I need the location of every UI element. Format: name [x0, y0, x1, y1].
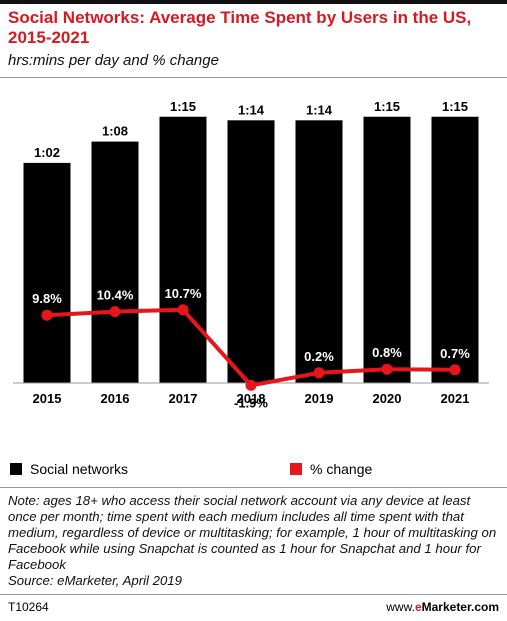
bar-value-label: 1:15: [442, 99, 468, 114]
x-tick-label: 2017: [169, 391, 198, 406]
x-tick-label: 2015: [33, 391, 62, 406]
pct-change-label: 0.8%: [372, 345, 402, 360]
chart-area: 1:02 2015 1:08 2016 1:15 2017 1:14 2018 1:14 2019…: [13, 99, 489, 410]
top-bar: [0, 0, 507, 4]
bar-value-label: 1:08: [102, 124, 128, 139]
chart-id: T10264: [8, 600, 49, 614]
pct-change-label: 0.7%: [440, 346, 470, 361]
bar-value-label: 1:15: [170, 99, 196, 114]
legend-label-bars: Social networks: [30, 461, 129, 477]
emarketer-link[interactable]: www.eMarketer.com: [386, 600, 499, 614]
bar: [363, 116, 411, 383]
bar: [23, 162, 71, 383]
bar: [91, 141, 139, 383]
bar-value-label: 1:15: [374, 99, 400, 114]
legend-label-line: % change: [310, 461, 373, 477]
legend-item-pct-change: % change: [290, 461, 372, 477]
pct-change-label: 0.2%: [304, 349, 334, 364]
chart-subtitle: hrs:mins per day and % change: [8, 52, 219, 69]
title-divider: [0, 77, 507, 78]
bar-value-label: 1:02: [34, 145, 60, 160]
x-tick-label: 2019: [305, 391, 334, 406]
bar-value-label: 1:14: [306, 102, 333, 117]
chart-title: Social Networks: Average Time Spent by U…: [8, 8, 472, 47]
bar: [295, 120, 343, 384]
legend-swatch-line: [290, 463, 302, 475]
pct-change-point: [109, 306, 121, 318]
pct-change-point: [449, 364, 461, 376]
pct-change-label: 10.7%: [165, 286, 202, 301]
note-divider: [0, 487, 507, 488]
pct-change-label: -1.9%: [234, 395, 268, 410]
legend-item-social-networks: Social networks: [10, 461, 128, 477]
x-tick-label: 2016: [101, 391, 130, 406]
pct-change-label: 9.8%: [32, 291, 62, 306]
note-text: Note: ages 18+ who access their social n…: [8, 493, 497, 572]
legend-swatch-bars: [10, 463, 22, 475]
site-brand: e: [414, 600, 422, 614]
pct-change-point: [177, 304, 189, 316]
pct-change-point: [245, 379, 257, 391]
x-tick-label: 2020: [373, 391, 402, 406]
bar: [227, 120, 275, 384]
site-name: Marketer.com: [421, 600, 499, 614]
pct-change-point: [381, 363, 393, 375]
footer-divider: [0, 594, 507, 595]
site-prefix: www.: [386, 600, 415, 614]
pct-change-point: [313, 367, 325, 379]
bar: [159, 116, 207, 383]
source-text: Source: eMarketer, April 2019: [8, 573, 182, 588]
x-tick-label: 2021: [441, 391, 470, 406]
x-tick-label: 2018: [237, 391, 266, 406]
chart-note: Note: ages 18+ who access their social n…: [8, 493, 500, 589]
pct-change-point: [41, 309, 53, 321]
bar: [431, 116, 479, 383]
pct-change-label: 10.4%: [97, 288, 134, 303]
bar-value-label: 1:14: [238, 102, 265, 117]
